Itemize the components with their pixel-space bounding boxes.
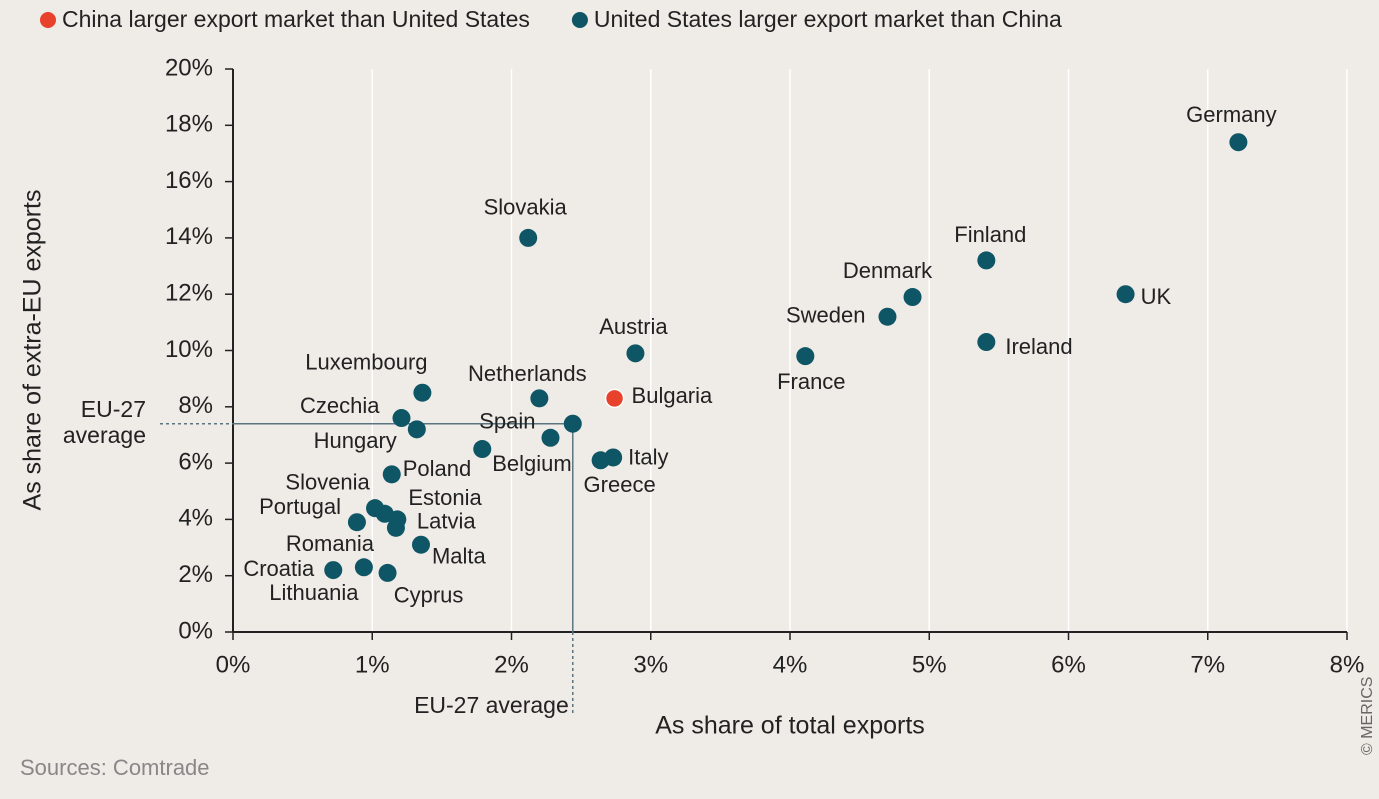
x-tick-label: 2% bbox=[494, 651, 529, 678]
point-label: Ireland bbox=[1005, 334, 1072, 359]
source: Sources: Comtrade bbox=[20, 755, 210, 780]
point bbox=[392, 409, 411, 428]
x-tick-label: 6% bbox=[1051, 651, 1086, 678]
x-tick-label: 8% bbox=[1330, 651, 1365, 678]
avg-point bbox=[563, 414, 582, 433]
point bbox=[386, 518, 405, 537]
x-tick-label: 7% bbox=[1190, 651, 1225, 678]
x-tick-label: 4% bbox=[773, 651, 808, 678]
y-axis-title: As share of extra-EU exports bbox=[19, 190, 47, 511]
x-axis-title: As share of total exports bbox=[655, 712, 925, 740]
point bbox=[541, 428, 560, 447]
avg-label-y: average bbox=[63, 422, 146, 448]
point bbox=[1229, 133, 1248, 152]
point-label: Estonia bbox=[408, 485, 482, 510]
x-tick-label: 3% bbox=[633, 651, 668, 678]
y-tick-label: 8% bbox=[178, 392, 213, 419]
point-label: Germany bbox=[1186, 102, 1276, 127]
point-label: Denmark bbox=[843, 258, 933, 283]
y-tick-label: 2% bbox=[178, 561, 213, 588]
avg-label-x: EU-27 average bbox=[414, 692, 569, 718]
x-tick-label: 1% bbox=[355, 651, 390, 678]
point bbox=[977, 333, 996, 352]
point-label: Romania bbox=[286, 531, 375, 556]
point-label: Cyprus bbox=[394, 583, 464, 608]
y-tick-label: 14% bbox=[165, 223, 213, 250]
point-label: Greece bbox=[584, 472, 656, 497]
point-label: Lithuania bbox=[269, 580, 359, 605]
point bbox=[878, 307, 897, 326]
point-label: Austria bbox=[599, 314, 668, 339]
point-label: Bulgaria bbox=[632, 383, 713, 408]
point-label: Slovenia bbox=[285, 470, 370, 495]
point bbox=[903, 288, 922, 307]
point bbox=[407, 420, 426, 439]
point-label: Sweden bbox=[786, 303, 866, 328]
avg-label-y: EU-27 bbox=[81, 396, 146, 422]
y-tick-label: 10% bbox=[165, 336, 213, 363]
point-label: Belgium bbox=[492, 451, 571, 476]
point bbox=[324, 561, 343, 580]
x-tick-label: 0% bbox=[216, 651, 251, 678]
point-label: UK bbox=[1141, 284, 1172, 309]
point bbox=[591, 451, 610, 470]
y-tick-label: 20% bbox=[165, 54, 213, 81]
point bbox=[1116, 285, 1135, 304]
point-label: Portugal bbox=[259, 494, 341, 519]
y-tick-label: 0% bbox=[178, 617, 213, 644]
point bbox=[473, 440, 492, 459]
point bbox=[604, 388, 625, 409]
point-label: Finland bbox=[954, 222, 1026, 247]
point-label: France bbox=[777, 369, 845, 394]
legend-label: China larger export market than United S… bbox=[62, 6, 530, 32]
point bbox=[347, 513, 366, 532]
point bbox=[530, 389, 549, 408]
legend-marker bbox=[571, 12, 588, 28]
point bbox=[378, 563, 397, 582]
point-label: Hungary bbox=[314, 428, 397, 453]
point-label: Poland bbox=[403, 456, 472, 481]
y-tick-label: 4% bbox=[178, 505, 213, 532]
point bbox=[411, 535, 430, 554]
point bbox=[977, 251, 996, 270]
point bbox=[519, 228, 538, 247]
point bbox=[413, 383, 432, 402]
legend-marker bbox=[40, 12, 56, 28]
point bbox=[382, 465, 401, 484]
point-label: Italy bbox=[628, 444, 668, 469]
point-label: Malta bbox=[432, 544, 487, 569]
point-label: Slovakia bbox=[484, 195, 568, 220]
point-label: Netherlands bbox=[468, 361, 587, 386]
y-tick-label: 6% bbox=[178, 448, 213, 475]
point-label: Latvia bbox=[417, 509, 476, 534]
credit: © MERICS bbox=[1359, 677, 1376, 755]
point-label: Spain bbox=[479, 409, 535, 434]
y-tick-label: 16% bbox=[165, 167, 213, 194]
point bbox=[626, 344, 645, 363]
point-label: Czechia bbox=[300, 393, 380, 418]
point bbox=[354, 558, 373, 577]
point bbox=[796, 347, 815, 366]
point-label: Luxembourg bbox=[305, 350, 427, 375]
legend-label: United States larger export market than … bbox=[594, 6, 1062, 32]
point-label: Croatia bbox=[243, 556, 315, 581]
y-tick-label: 12% bbox=[165, 280, 213, 307]
y-tick-label: 18% bbox=[165, 111, 213, 138]
x-tick-label: 5% bbox=[912, 651, 947, 678]
